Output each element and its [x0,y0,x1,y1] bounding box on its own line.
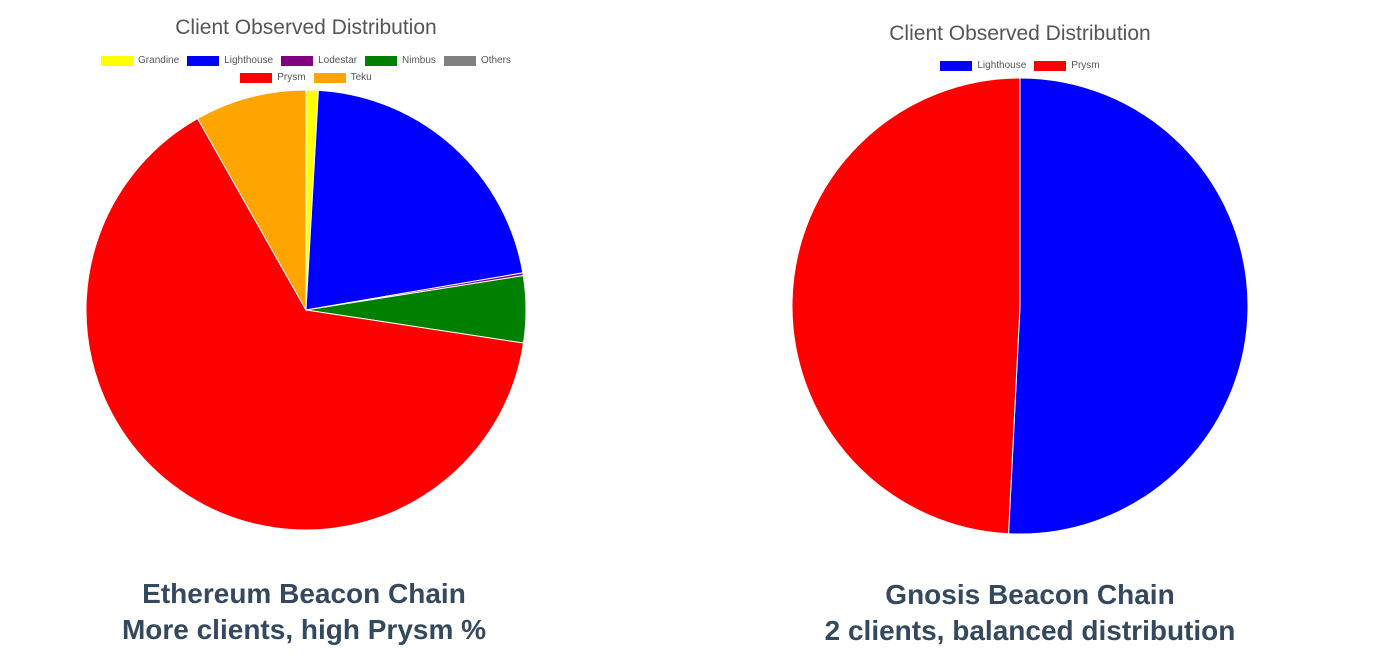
legend-swatch [443,55,476,66]
caption-line-1: Ethereum Beacon Chain [142,578,466,609]
legend-label: Teku [350,72,372,83]
legend-item-lodestar[interactable]: Lodestar [281,55,357,66]
legend-swatch [187,55,220,66]
pie-chart-left [85,89,527,531]
legend-item-grandine[interactable]: Grandine [101,55,179,66]
legend-swatch [1034,60,1067,71]
legend-label: Grandine [138,55,180,66]
legend-row-1: Lighthouse Prysm [820,57,1220,74]
legend-label: Prysm [277,72,306,83]
caption-line-1: Gnosis Beacon Chain [885,579,1175,610]
chart-title-right: Client Observed Distribution [889,22,1151,45]
legend-left: Grandine Lighthouse Lodestar Nimbus Othe… [66,52,546,86]
legend-row-1: Grandine Lighthouse Lodestar Nimbus Othe… [66,52,546,69]
legend-item-lighthouse[interactable]: Lighthouse [187,55,273,66]
legend-label: Nimbus [402,55,436,66]
legend-item-prysm[interactable]: Prysm [1034,60,1100,71]
caption-right: Gnosis Beacon Chain 2 clients, balanced … [770,577,1290,649]
pie-slice-lighthouse[interactable] [1008,77,1249,535]
legend-item-lighthouse[interactable]: Lighthouse [940,60,1026,71]
caption-line-2: More clients, high Prysm % [121,614,487,645]
legend-label: Lighthouse [977,60,1027,71]
legend-right: Lighthouse Prysm [820,57,1220,74]
pie-slice-prysm[interactable] [791,77,1021,535]
legend-item-prysm[interactable]: Prysm [240,72,306,83]
pie-slice-prysm[interactable] [85,117,525,531]
legend-item-others[interactable]: Others [443,55,511,66]
pie-chart-right [791,77,1249,535]
legend-item-nimbus[interactable]: Nimbus [365,55,436,66]
legend-swatch [365,55,398,66]
legend-swatch [281,55,314,66]
caption-left: Ethereum Beacon Chain More clients, high… [54,576,554,648]
chart-title-left: Client Observed Distribution [175,16,437,39]
caption-line-2: 2 clients, balanced distribution [824,615,1236,646]
legend-swatch [101,55,134,66]
legend-label: Lighthouse [224,55,274,66]
pie-slice-lighthouse[interactable] [305,89,524,311]
legend-label: Prysm [1071,60,1100,71]
legend-swatch [940,60,973,71]
legend-label: Lodestar [318,55,358,66]
pie-slice-teku[interactable] [196,89,307,312]
legend-item-teku[interactable]: Teku [313,72,372,83]
legend-label: Others [480,55,511,66]
legend-row-2: Prysm Teku [66,69,546,86]
legend-swatch [313,72,346,83]
legend-swatch [240,72,273,83]
